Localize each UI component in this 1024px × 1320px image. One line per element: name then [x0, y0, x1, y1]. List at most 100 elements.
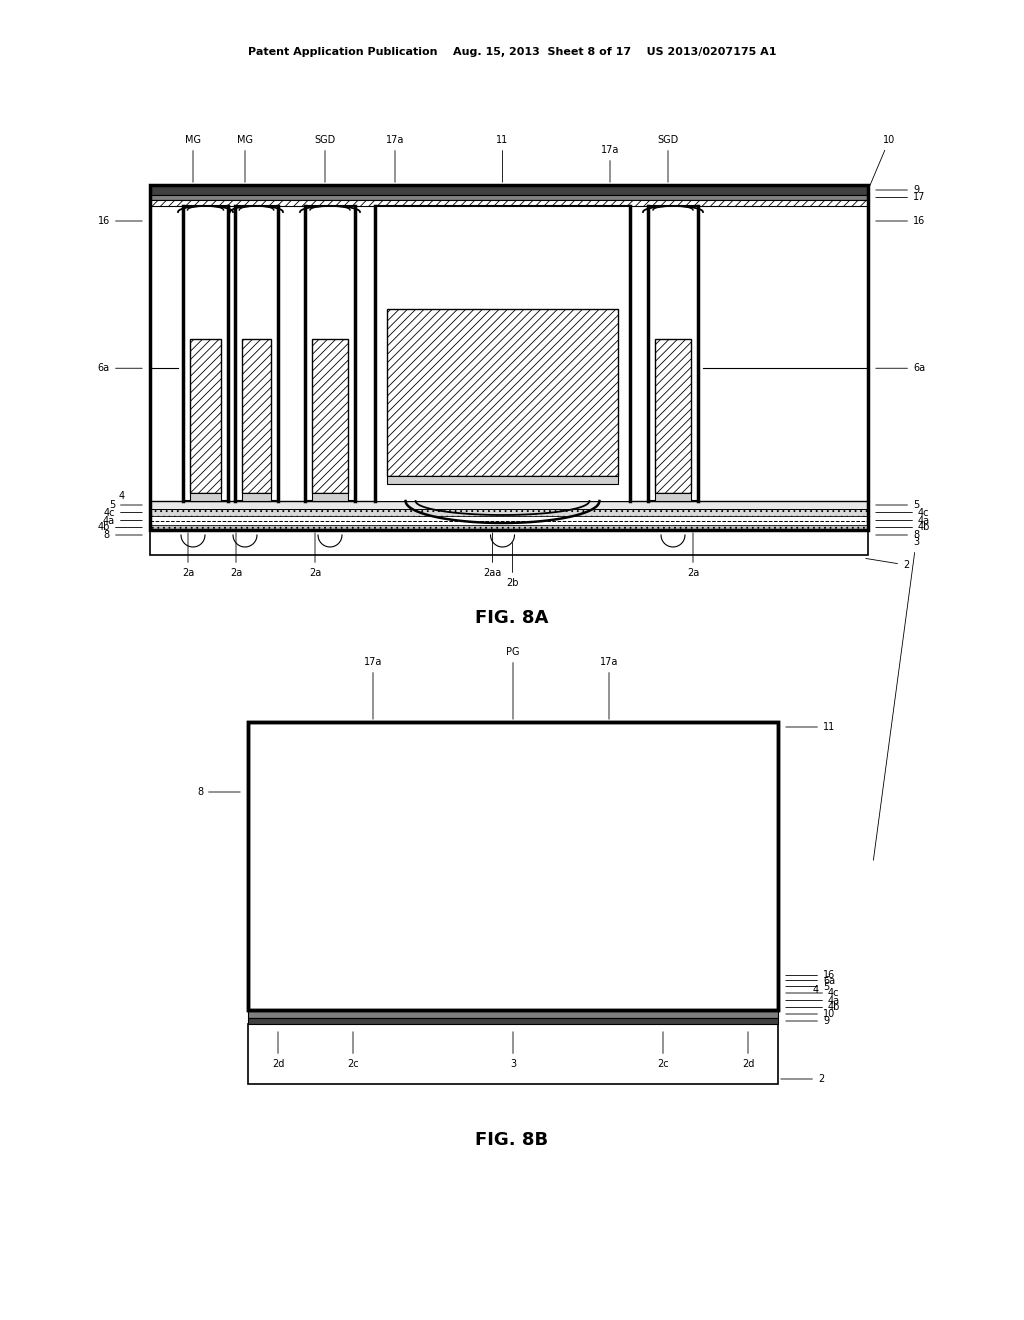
Text: 2a: 2a	[309, 533, 322, 578]
Text: 2c: 2c	[347, 1032, 358, 1069]
Text: SGD: SGD	[657, 135, 679, 182]
Text: 5: 5	[109, 500, 142, 510]
Bar	[305, 206, 355, 502]
Bar	[150, 185, 868, 531]
Text: 10: 10	[785, 1008, 836, 1019]
Text: 5: 5	[876, 500, 920, 510]
Text: 2a: 2a	[229, 533, 242, 578]
Text: 16: 16	[97, 216, 142, 226]
Text: 17a: 17a	[386, 135, 404, 182]
Bar	[248, 978, 778, 983]
Text: 4c: 4c	[876, 507, 930, 517]
Bar	[312, 339, 348, 492]
Text: 11: 11	[497, 135, 509, 182]
Bar	[190, 492, 221, 502]
Bar	[248, 990, 778, 997]
Text: 11: 11	[785, 722, 836, 733]
Text: 6a: 6a	[98, 363, 142, 374]
Text: 17a: 17a	[600, 657, 618, 719]
Bar	[248, 983, 778, 990]
Text: 2d: 2d	[271, 1032, 285, 1069]
Bar	[602, 964, 660, 972]
Bar	[248, 1005, 778, 1010]
Text: MG: MG	[237, 135, 253, 182]
Bar	[248, 973, 778, 978]
Bar	[387, 309, 618, 477]
Bar	[248, 722, 778, 1010]
Bar	[250, 733, 776, 973]
Bar	[248, 1010, 778, 1018]
Bar	[248, 1024, 778, 1084]
Text: FIG. 8A: FIG. 8A	[475, 609, 549, 627]
Text: 3: 3	[510, 1032, 516, 1069]
Bar	[190, 339, 221, 492]
Text: 2: 2	[780, 1074, 824, 1084]
Text: PG: PG	[506, 647, 520, 719]
Text: 2a: 2a	[182, 533, 195, 578]
Bar	[248, 722, 778, 733]
Text: 4a: 4a	[876, 516, 930, 525]
Bar	[358, 733, 432, 973]
Bar	[248, 997, 778, 1005]
Bar	[437, 733, 589, 973]
Bar	[150, 502, 868, 510]
Bar	[242, 492, 271, 502]
Text: 2d: 2d	[741, 1032, 755, 1069]
Bar	[183, 206, 228, 502]
Text: 4c: 4c	[785, 987, 840, 998]
Text: 4b: 4b	[785, 1002, 841, 1012]
Text: 2b: 2b	[506, 543, 519, 587]
Bar	[366, 829, 424, 964]
Text: 9: 9	[876, 185, 920, 195]
Text: 17a: 17a	[601, 145, 620, 182]
Text: 4a: 4a	[785, 995, 840, 1006]
Text: 16: 16	[785, 970, 836, 981]
Text: 4: 4	[119, 491, 125, 502]
Bar	[387, 477, 618, 484]
Text: 16: 16	[876, 216, 926, 226]
Bar	[150, 201, 868, 206]
Bar	[152, 206, 866, 502]
Text: Patent Application Publication    Aug. 15, 2013  Sheet 8 of 17    US 2013/020717: Patent Application Publication Aug. 15, …	[248, 48, 776, 57]
Bar	[594, 733, 668, 973]
Text: 9: 9	[785, 1016, 829, 1026]
Text: 6a: 6a	[876, 363, 925, 374]
Text: 4a: 4a	[102, 516, 142, 525]
Text: SGD: SGD	[314, 135, 336, 182]
Bar	[150, 510, 868, 516]
Text: 8: 8	[197, 787, 241, 797]
Bar	[655, 492, 691, 502]
Text: 4: 4	[813, 985, 819, 995]
Bar	[150, 195, 868, 201]
Text: 17: 17	[876, 193, 926, 202]
Bar	[242, 339, 271, 492]
Bar	[655, 339, 691, 492]
Text: FIG. 8B: FIG. 8B	[475, 1131, 549, 1148]
Text: 2aa: 2aa	[483, 533, 502, 578]
Bar	[234, 206, 278, 502]
Text: 8: 8	[876, 531, 920, 540]
Bar	[150, 185, 868, 195]
Text: 4b: 4b	[876, 523, 931, 532]
Bar	[366, 964, 424, 972]
Bar	[150, 531, 868, 554]
Text: 6a: 6a	[785, 975, 836, 986]
Text: 2a: 2a	[687, 533, 699, 578]
Text: 5: 5	[785, 982, 829, 991]
Bar	[150, 525, 868, 531]
Text: 2c: 2c	[657, 1032, 669, 1069]
Text: 3: 3	[873, 537, 920, 861]
Bar	[248, 1018, 778, 1024]
Text: MG: MG	[185, 135, 201, 182]
Bar	[447, 804, 579, 953]
Bar	[375, 206, 630, 502]
Text: 17a: 17a	[364, 657, 382, 719]
Text: 10: 10	[869, 135, 895, 187]
Text: 4b: 4b	[97, 523, 142, 532]
Bar	[150, 185, 868, 531]
Bar	[312, 492, 348, 502]
Bar	[447, 953, 579, 961]
Bar	[150, 516, 868, 525]
Text: 2: 2	[865, 558, 909, 570]
Text: 4c: 4c	[103, 507, 142, 517]
